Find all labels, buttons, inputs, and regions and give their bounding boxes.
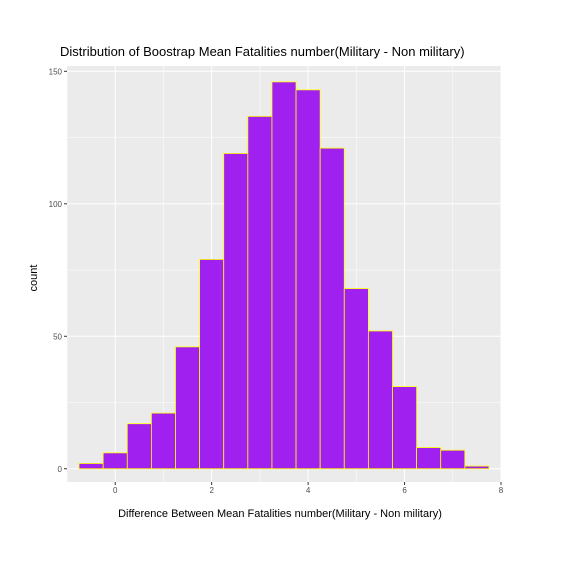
y-tick-label: 0 (58, 465, 63, 474)
chart-title: Distribution of Boostrap Mean Fatalities… (60, 44, 465, 59)
histogram-bar (295, 89, 321, 470)
histogram-bar (175, 346, 201, 470)
histogram-bar (464, 465, 490, 470)
histogram-bar (126, 423, 152, 470)
x-tick-label: 8 (499, 486, 504, 495)
y-tick-label: 100 (49, 200, 63, 209)
y-tick-label: 150 (49, 67, 63, 76)
histogram-bar (102, 452, 128, 470)
x-tick-label: 6 (402, 486, 407, 495)
histogram-bar (416, 447, 442, 470)
x-axis-ticks: 0 2 4 6 8 (113, 482, 504, 495)
histogram-bar (392, 386, 418, 470)
histogram-bar (247, 115, 273, 470)
x-tick-label: 0 (113, 486, 118, 495)
histogram-bar (367, 330, 393, 470)
histogram-bar (271, 81, 297, 470)
x-tick-label: 2 (209, 486, 214, 495)
histogram-bar (343, 288, 369, 470)
histogram-bar (440, 449, 466, 470)
histogram-bars (78, 81, 490, 470)
histogram-bar (319, 147, 345, 470)
histogram-bar (223, 153, 249, 470)
x-axis-label: Difference Between Mean Fatalities numbe… (118, 508, 442, 520)
y-axis-label: count (28, 265, 40, 292)
histogram-bar (199, 259, 225, 470)
x-tick-label: 4 (306, 486, 311, 495)
y-axis-ticks: 0 50 100 150 (49, 67, 67, 474)
histogram-bar (150, 412, 176, 470)
histogram-bar (78, 463, 104, 470)
y-tick-label: 50 (53, 332, 62, 341)
